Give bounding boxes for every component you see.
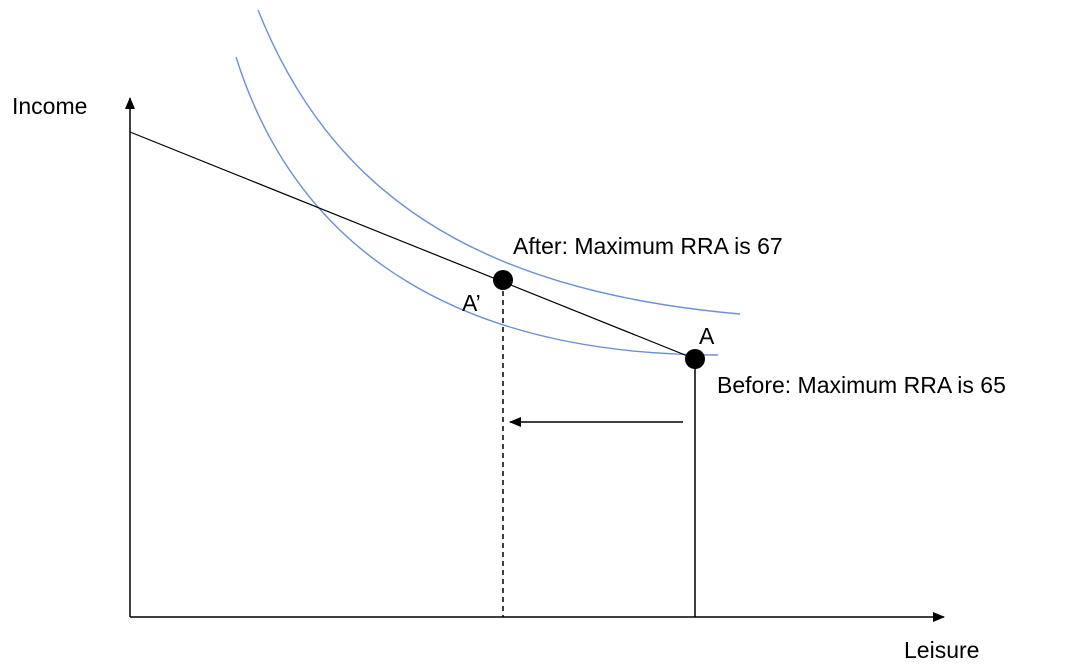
indifference-curve-higher — [257, 9, 741, 315]
y-axis-label: Income — [12, 93, 87, 119]
indifference-curve-lower — [235, 56, 719, 356]
x-axis-label: Leisure — [904, 637, 979, 663]
budget-line — [129, 131, 696, 360]
point-a-prime-label: A’ — [462, 290, 481, 316]
point-before-marker — [685, 349, 705, 369]
before-annotation: Before: Maximum RRA is 65 — [717, 372, 1006, 398]
point-after-marker — [493, 270, 513, 290]
after-annotation: After: Maximum RRA is 67 — [513, 233, 783, 259]
point-a-label: A — [699, 323, 715, 349]
